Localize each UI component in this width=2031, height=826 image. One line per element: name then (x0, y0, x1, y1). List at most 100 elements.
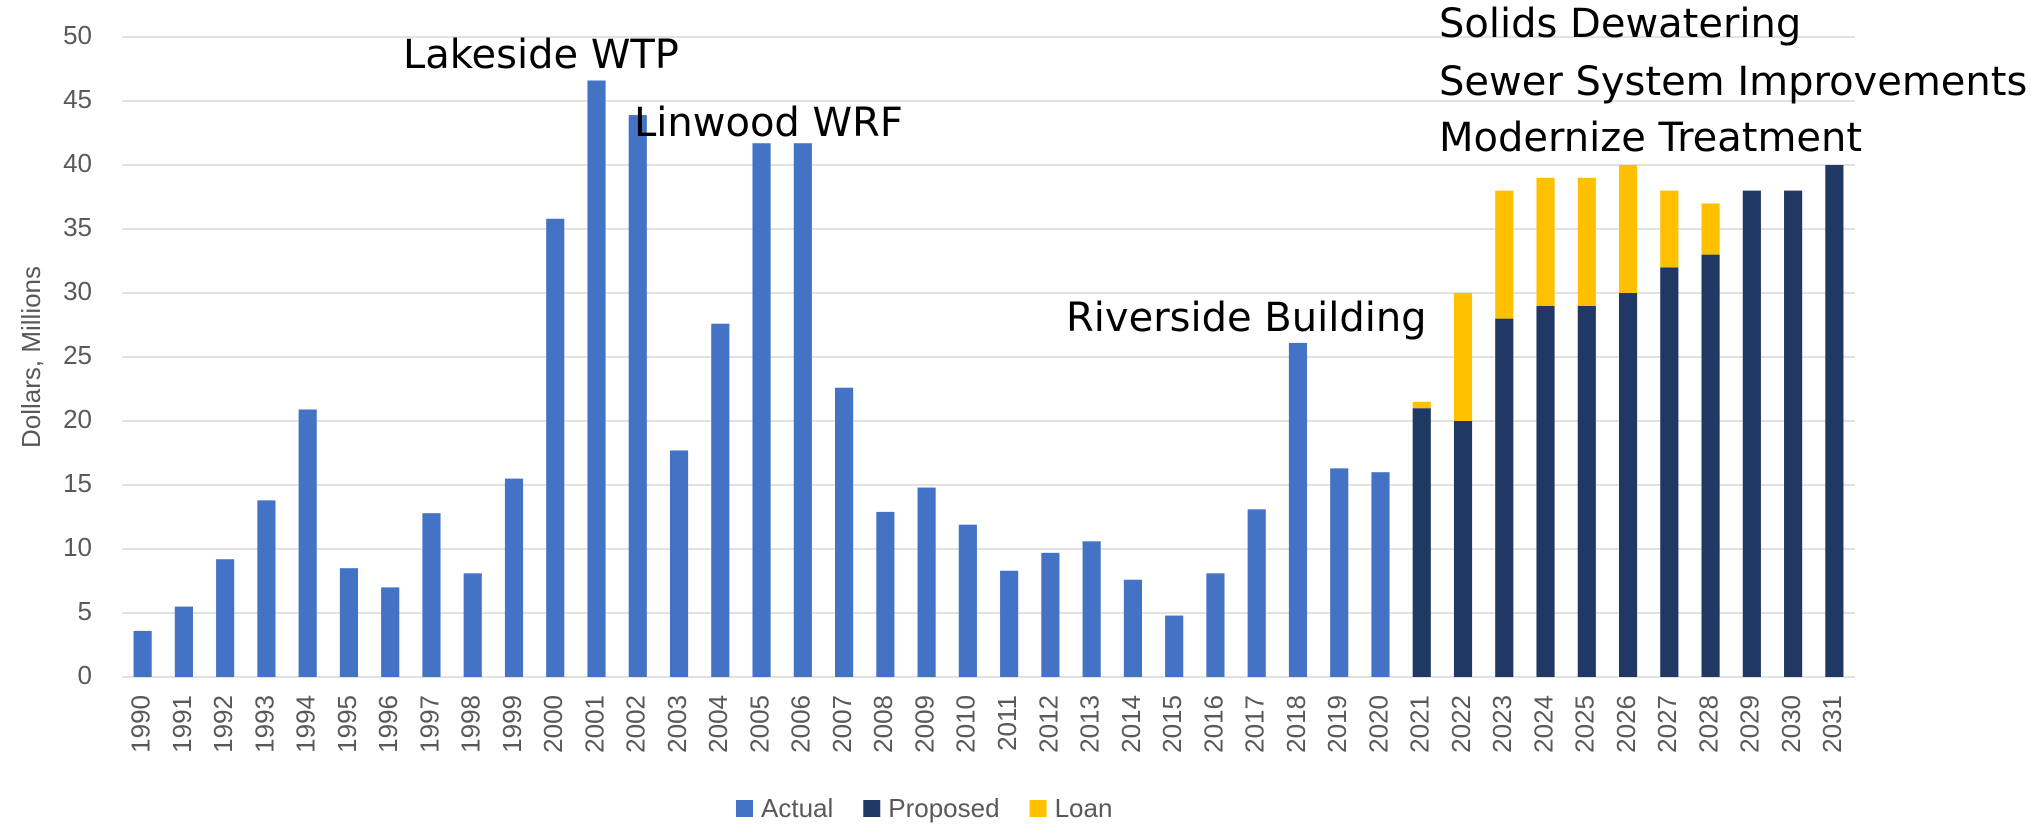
x-tick-label: 2005 (744, 695, 774, 753)
x-tick-label: 2008 (868, 695, 898, 753)
bar-segment (917, 487, 936, 677)
x-tick-label: 2021 (1405, 695, 1435, 753)
y-tick-label: 10 (63, 532, 92, 562)
y-tick-label: 5 (78, 596, 92, 626)
x-tick-label: 2009 (909, 695, 939, 753)
x-tick-label: 2030 (1776, 695, 1806, 753)
x-tick-label: 2031 (1817, 695, 1847, 753)
bar-segment (339, 568, 359, 677)
annotation: Modernize Treatment (1439, 115, 1862, 161)
x-tick-label: 2012 (1033, 695, 1063, 753)
bar-segment (1825, 165, 1844, 677)
bar-segment (1453, 421, 1473, 677)
x-tick-label: 1991 (167, 695, 197, 753)
x-tick-label: 2020 (1363, 695, 1393, 753)
bar-segment (463, 573, 482, 677)
bar-segment (1330, 468, 1349, 677)
x-tick-label: 1999 (497, 695, 527, 753)
bar-segment (381, 587, 400, 677)
bar-segment (1082, 541, 1101, 677)
bar-segment (1412, 401, 1431, 409)
bar-segment (1371, 472, 1390, 677)
annotation: Riverside Building (1066, 295, 1427, 341)
x-tick-label: 2025 (1570, 695, 1600, 753)
bar-segment (216, 559, 235, 677)
bar-segment (1742, 190, 1761, 677)
y-tick-label: 20 (63, 404, 92, 434)
bar-segment (298, 409, 317, 677)
x-tick-label: 2000 (538, 695, 568, 753)
bar-segment (1577, 305, 1596, 677)
bar-segment (1412, 408, 1431, 677)
x-tick-label: 2003 (662, 695, 692, 753)
x-tick-label: 2015 (1157, 695, 1187, 753)
bar-segment (1536, 305, 1555, 677)
x-tick-label: 1993 (249, 695, 279, 753)
y-tick-label: 15 (63, 468, 92, 498)
bar-segment (1784, 190, 1803, 677)
x-tick-label: 1994 (291, 695, 321, 753)
bar-segment (422, 513, 441, 677)
bar-segment (1247, 509, 1266, 677)
x-tick-label: 2013 (1075, 695, 1105, 753)
legend-swatch (736, 800, 753, 817)
bar-segment (711, 323, 730, 677)
bar-segment (1660, 267, 1679, 677)
y-tick-label: 35 (63, 212, 92, 242)
y-axis-title: Dollars, Millions (16, 266, 46, 448)
bar-segment (1288, 342, 1308, 677)
y-tick-label: 40 (63, 148, 92, 178)
annotation: Linwood WRF (634, 100, 903, 146)
annotation: Sewer System Improvements (1439, 59, 2027, 105)
x-tick-label: 1995 (332, 695, 362, 753)
bar-segment (835, 387, 854, 677)
x-tick-label: 2001 (579, 695, 609, 753)
bar-segment (1701, 254, 1720, 677)
x-tick-label: 2011 (992, 695, 1022, 751)
legend-label: Actual (761, 793, 833, 823)
y-tick-label: 50 (63, 20, 92, 50)
x-tick-label: 2004 (703, 695, 733, 753)
x-tick-label: 1990 (126, 695, 156, 753)
annotation: Lakeside WTP (403, 32, 679, 78)
bar-segment (876, 511, 895, 677)
x-tick-label: 2006 (786, 695, 816, 753)
x-tick-label: 2014 (1116, 695, 1146, 753)
y-tick-label: 0 (78, 660, 92, 690)
bar-segment (133, 630, 152, 677)
legend-label: Proposed (888, 793, 999, 823)
x-tick-label: 2026 (1611, 695, 1641, 753)
bar-segment (587, 80, 606, 677)
x-tick-label: 1998 (456, 695, 486, 753)
legend-label: Loan (1055, 793, 1113, 823)
annotation: Solids Dewatering (1439, 1, 1801, 47)
x-tick-label: 1996 (373, 695, 403, 753)
bar-segment (1165, 615, 1184, 677)
bar-segment (1495, 318, 1514, 677)
legend-swatch (863, 800, 881, 817)
bar-segment (546, 218, 565, 677)
x-tick-label: 2027 (1652, 695, 1682, 753)
bar-segment (958, 524, 977, 677)
x-tick-label: 2022 (1446, 695, 1476, 753)
x-tick-label: 2016 (1198, 695, 1228, 753)
bar-segment (1660, 190, 1679, 268)
bar-segment (174, 606, 193, 677)
y-tick-label: 25 (63, 340, 92, 370)
bar-segment (793, 143, 812, 678)
x-tick-label: 2024 (1528, 695, 1558, 753)
bar-segment (257, 500, 276, 677)
bar-segment (504, 478, 524, 677)
bar-segment (669, 450, 689, 677)
bar-segment (1495, 190, 1514, 319)
bar-segment (1000, 570, 1019, 677)
bar-segment (1206, 573, 1225, 677)
bar-segment (1618, 293, 1638, 677)
y-tick-label: 45 (63, 84, 92, 114)
x-tick-label: 2028 (1693, 695, 1723, 753)
x-tick-label: 1992 (208, 695, 238, 753)
x-tick-label: 2017 (1240, 695, 1270, 753)
bar-segment (752, 143, 771, 678)
bar-segment (1536, 177, 1555, 306)
